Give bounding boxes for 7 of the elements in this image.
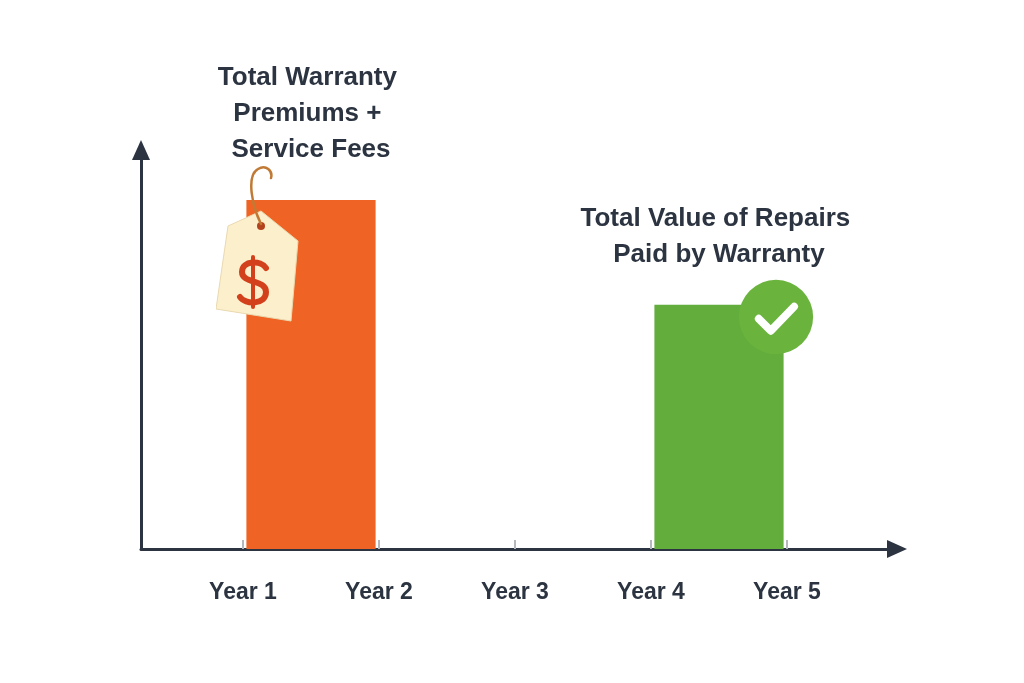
x-tick-label: Year 3: [481, 577, 549, 604]
x-tick-label: Year 1: [209, 577, 278, 604]
text: Total Value of Repairs Paid by Warranty: [580, 201, 858, 268]
x-tick-label: Year 5: [753, 577, 822, 604]
series-label: Total Warranty Premiums + Service Fees: [217, 60, 405, 163]
x-tick-label: Year 2: [345, 577, 413, 604]
x-tick-label: Year 4: [617, 577, 686, 604]
